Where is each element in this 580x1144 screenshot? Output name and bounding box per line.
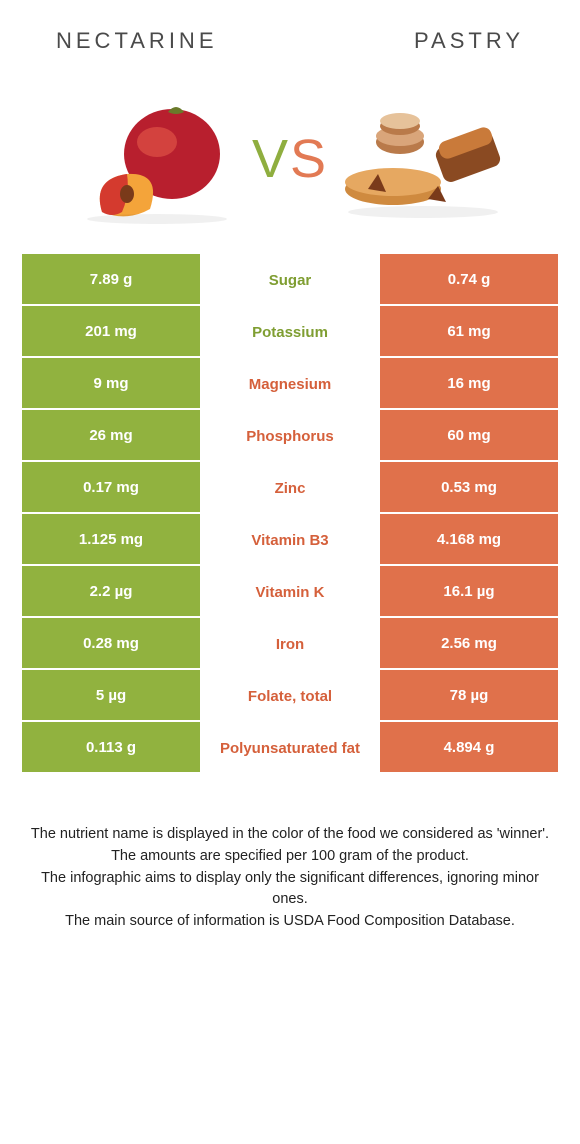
right-value: 78 µg <box>380 670 558 722</box>
nutrient-label: Potassium <box>200 306 380 358</box>
comparison-table: 7.89 gSugar0.74 g201 mgPotassium61 mg9 m… <box>0 254 580 774</box>
left-value: 0.28 mg <box>22 618 200 670</box>
right-value: 0.53 mg <box>380 462 558 514</box>
header-left: NECTARINE <box>56 28 218 54</box>
left-value: 5 µg <box>22 670 200 722</box>
left-value: 0.113 g <box>22 722 200 774</box>
nutrient-label: Phosphorus <box>200 410 380 462</box>
left-value: 201 mg <box>22 306 200 358</box>
pastry-image <box>338 94 508 224</box>
footer: The nutrient name is displayed in the co… <box>0 774 580 933</box>
header-right: PASTRY <box>414 28 524 54</box>
right-value: 16.1 µg <box>380 566 558 618</box>
table-row: 201 mgPotassium61 mg <box>22 306 558 358</box>
nutrient-label: Magnesium <box>200 358 380 410</box>
right-value: 61 mg <box>380 306 558 358</box>
left-value: 26 mg <box>22 410 200 462</box>
header: NECTARINE PASTRY <box>0 0 580 64</box>
left-value: 9 mg <box>22 358 200 410</box>
left-value: 7.89 g <box>22 254 200 306</box>
table-row: 2.2 µgVitamin K16.1 µg <box>22 566 558 618</box>
nutrient-label: Sugar <box>200 254 380 306</box>
right-value: 60 mg <box>380 410 558 462</box>
footer-line: The main source of information is USDA F… <box>30 911 550 933</box>
table-row: 26 mgPhosphorus60 mg <box>22 410 558 462</box>
vs-label: VS <box>252 128 328 190</box>
right-value: 4.894 g <box>380 722 558 774</box>
table-row: 9 mgMagnesium16 mg <box>22 358 558 410</box>
table-row: 5 µgFolate, total78 µg <box>22 670 558 722</box>
right-value: 16 mg <box>380 358 558 410</box>
vs-row: VS <box>0 64 580 254</box>
right-value: 0.74 g <box>380 254 558 306</box>
table-row: 0.28 mgIron2.56 mg <box>22 618 558 670</box>
vs-v: V <box>252 129 290 189</box>
table-row: 0.113 gPolyunsaturated fat4.894 g <box>22 722 558 774</box>
nutrient-label: Zinc <box>200 462 380 514</box>
table-row: 0.17 mgZinc0.53 mg <box>22 462 558 514</box>
footer-line: The amounts are specified per 100 gram o… <box>30 846 550 868</box>
footer-line: The nutrient name is displayed in the co… <box>30 824 550 846</box>
left-value: 0.17 mg <box>22 462 200 514</box>
footer-line: The infographic aims to display only the… <box>30 868 550 912</box>
right-value: 4.168 mg <box>380 514 558 566</box>
nutrient-label: Vitamin B3 <box>200 514 380 566</box>
nutrient-label: Folate, total <box>200 670 380 722</box>
nutrient-label: Vitamin K <box>200 566 380 618</box>
nectarine-image <box>72 94 242 224</box>
vs-s: S <box>290 129 328 189</box>
right-value: 2.56 mg <box>380 618 558 670</box>
nutrient-label: Iron <box>200 618 380 670</box>
table-row: 7.89 gSugar0.74 g <box>22 254 558 306</box>
table-row: 1.125 mgVitamin B34.168 mg <box>22 514 558 566</box>
nutrient-label: Polyunsaturated fat <box>200 722 380 774</box>
left-value: 1.125 mg <box>22 514 200 566</box>
left-value: 2.2 µg <box>22 566 200 618</box>
